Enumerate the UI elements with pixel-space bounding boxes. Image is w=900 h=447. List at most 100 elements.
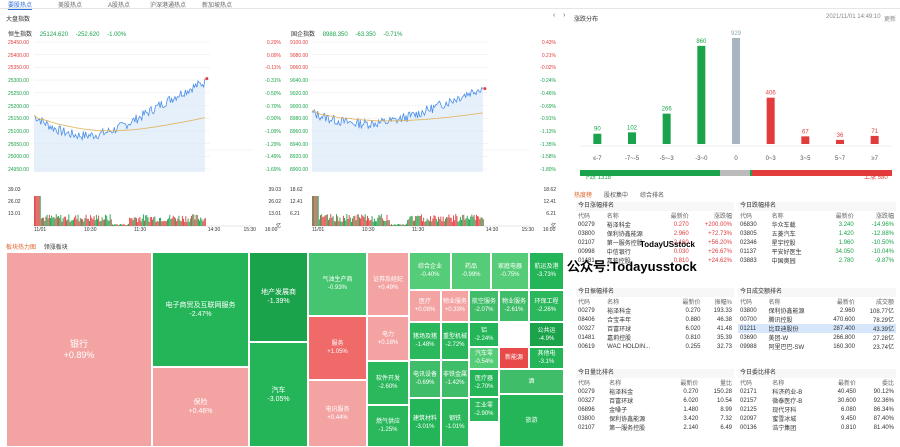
tab-connect-hot[interactable]: 沪深港通热点 — [150, 3, 187, 9]
table-row[interactable]: 00619 WAC HOLDIN... 0.255 32.73 — [576, 342, 734, 351]
sector-tile[interactable]: 旅游 — [499, 394, 564, 447]
column-header[interactable]: 涨跌幅 — [713, 214, 732, 220]
sector-tile[interactable]: 新能源 — [499, 347, 529, 369]
tab-composite[interactable]: 综合排名 — [640, 193, 665, 199]
table-row[interactable]: 01211 比亚迪股份 287.400 43.39亿 — [738, 324, 896, 333]
table-row[interactable]: 03690 美团-W 266.800 27.28亿 — [738, 333, 896, 343]
table-row[interactable]: 03805 五菱汽车 1.420 -12.88% — [738, 229, 896, 239]
table-row[interactable]: 08406 合宝丰年 0.880 46.38 — [576, 315, 734, 325]
column-header[interactable]: 代码 — [578, 214, 591, 220]
sector-tile[interactable]: 酒 — [499, 369, 564, 394]
table-row[interactable]: 03883 中国奥园 2.780 -9.87% — [738, 256, 896, 266]
table-row[interactable]: 09988 阿里巴巴-SW 160.300 23.74亿 — [738, 342, 896, 352]
column-header[interactable]: 委比 — [881, 381, 894, 387]
column-header[interactable]: 最新价 — [836, 300, 855, 306]
table-row[interactable]: 01481 嘉莉控股 0.810 +24.62% — [576, 256, 734, 266]
column-header[interactable]: 涨跌幅 — [875, 214, 894, 220]
sector-tile[interactable]: 电力 +0.18% — [367, 316, 409, 361]
column-header[interactable]: 最新价 — [680, 381, 699, 387]
sector-tile[interactable]: 航空服务 -2.07% — [469, 290, 499, 322]
column-header[interactable]: 名称 — [768, 300, 781, 306]
sector-tile[interactable]: 建筑材料 -3.01% — [409, 398, 441, 447]
table-row[interactable]: 00998 中信银行 0.030 +26.67% — [576, 247, 734, 257]
table-row[interactable]: 00279 裕泽科金 0.270 150.28 — [576, 387, 734, 397]
column-header[interactable]: 量比 — [719, 381, 732, 387]
sector-tile[interactable]: 保险 +0.46% — [152, 367, 249, 447]
table-row[interactable]: 03800 保利协鑫能源 2.960 108.77亿 — [738, 306, 896, 316]
sector-tile[interactable]: 其他电 -3.1% — [529, 347, 564, 369]
table-row[interactable]: 00279 裕泽科金 0.270 193.33 — [576, 306, 734, 316]
sector-tile[interactable]: 电讯设备 -0.69% — [409, 360, 441, 398]
table-row[interactable]: 02107 第一服务控股 2.160 +56.20% — [576, 238, 734, 248]
table-row[interactable]: 02125 现代牙科 6.080 86.34% — [738, 405, 896, 415]
sector-tile[interactable]: 银行 +0.89% — [6, 252, 152, 447]
table-row[interactable]: 02157 微泰医疗-B 30.600 92.36% — [738, 396, 896, 406]
next-arrow-icon[interactable]: › — [563, 12, 566, 19]
sector-tile[interactable]: 地产发展商 -1.39% — [249, 252, 308, 342]
column-header[interactable]: 名称 — [607, 300, 620, 306]
sector-tile[interactable]: 气油生产商 -0.93% — [308, 252, 367, 316]
sector-tile[interactable]: 钢铁 -1.01% — [441, 398, 469, 447]
sector-tile[interactable]: 服务 +1.05% — [308, 316, 367, 380]
column-header[interactable]: 最新价 — [835, 214, 854, 220]
table-row[interactable]: 02097 蜜雪冰城 9.450 87.40% — [738, 414, 896, 424]
column-header[interactable]: 代码 — [740, 300, 753, 306]
table-row[interactable]: 00327 百富环球 6.020 41.48 — [576, 324, 734, 334]
table-row[interactable]: 00279 裕泽科金 0.270 +200.00% — [576, 220, 734, 230]
table-row[interactable]: 02346 星宇控股 1.960 -10.50% — [738, 238, 896, 248]
sector-tile[interactable]: 非铁金属 -1.42% — [441, 360, 469, 398]
column-header[interactable]: 名称 — [606, 214, 619, 220]
column-header[interactable]: 代码 — [578, 381, 591, 387]
tab-leading-sectors[interactable]: 领涨板块 — [43, 245, 68, 251]
sector-tile[interactable]: 汽车 -3.05% — [249, 342, 308, 447]
sector-tile[interactable]: 燃气供应 -1.25% — [367, 405, 409, 447]
sector-tile[interactable]: 医疗器 -2.70% — [469, 369, 499, 397]
column-header[interactable]: 代码 — [578, 300, 591, 306]
sector-tile[interactable]: 电子商贸及互联网服务 -2.47% — [152, 252, 249, 367]
sector-tile[interactable]: 物业服务 +0.33% — [441, 290, 469, 322]
table-row[interactable]: 00136 浩宁集团 0.810 81.40% — [738, 423, 896, 433]
table-row[interactable]: 06896 金嗓子 1.480 8.99 — [576, 405, 734, 415]
sector-tile[interactable]: 工业零 -2.90% — [469, 397, 499, 422]
table-row[interactable]: 03800 保利协鑫能源 2.960 +72.73% — [576, 229, 734, 239]
sector-tile[interactable]: 汽车零 -0.54% — [469, 347, 499, 369]
sector-tile[interactable]: 医疗 +0.08% — [409, 290, 441, 322]
sector-tile[interactable]: 物业服务 -2.61% — [499, 290, 529, 322]
column-header[interactable]: 代码 — [740, 214, 753, 220]
sector-tile[interactable]: 铝 -2.24% — [469, 322, 499, 347]
sector-tile[interactable]: 猪场及猪 -1.48% — [409, 322, 441, 360]
sector-tile[interactable]: 公共运 -4.9% — [529, 322, 564, 347]
sector-tile[interactable]: 环保工程 -2.26% — [529, 290, 564, 322]
tab-hot-rank[interactable]: 热度榜 — [574, 193, 593, 199]
refresh-link[interactable]: 更新 — [884, 17, 897, 23]
sector-tile[interactable]: 航运及港 -3.73% — [529, 252, 564, 290]
sector-tile[interactable]: 重型机械 -2.72% — [441, 322, 469, 360]
table-row[interactable]: 03800 保利协鑫能源 3.420 7.32 — [576, 414, 734, 424]
tab-concentration[interactable]: 股权集中 — [604, 193, 629, 199]
tab-hk-hot[interactable]: 要股热点 — [8, 0, 33, 10]
sector-tile[interactable]: 软件开发 -2.60% — [367, 361, 409, 405]
column-header[interactable]: 名称 — [772, 381, 785, 387]
sector-tile[interactable]: 证券及经纪 +0.49% — [367, 252, 409, 316]
sector-tile[interactable]: 家庭电器 -0.75% — [491, 252, 529, 290]
tab-us-hot[interactable]: 美股热点 — [58, 3, 83, 9]
table-row[interactable]: 02107 第一服务控股 2.140 6.49 — [576, 423, 734, 433]
table-row[interactable]: 06830 华众车载 3.240 -14.96% — [738, 220, 896, 230]
column-header[interactable]: 名称 — [771, 214, 784, 220]
table-row[interactable]: 01481 嘉莉控股 0.810 35.39 — [576, 333, 734, 343]
column-header[interactable]: 代码 — [740, 381, 753, 387]
sector-tile[interactable]: 电讯服务 +0.44% — [308, 380, 367, 447]
column-header[interactable]: 成交额 — [875, 300, 894, 306]
prev-arrow-icon[interactable]: ‹ — [553, 12, 556, 19]
table-row[interactable]: 02171 科济药业-B 40.450 90.12% — [738, 387, 896, 397]
sector-tile[interactable]: 药品 -0.99% — [451, 252, 491, 290]
tab-a-hot[interactable]: A股热点 — [108, 3, 131, 9]
column-header[interactable]: 最新价 — [838, 381, 857, 387]
column-header[interactable]: 最新价 — [682, 300, 701, 306]
table-row[interactable]: 01137 平安好医生 34.050 -10.04% — [738, 247, 896, 257]
tab-heatmap[interactable]: 板块热力图 — [6, 245, 37, 251]
tab-sg-hot[interactable]: 新加坡热点 — [202, 3, 233, 9]
sector-tile[interactable]: 综合企业 -0.40% — [409, 252, 451, 290]
column-header[interactable]: 振幅% — [714, 300, 732, 306]
column-header[interactable]: 名称 — [609, 381, 622, 387]
